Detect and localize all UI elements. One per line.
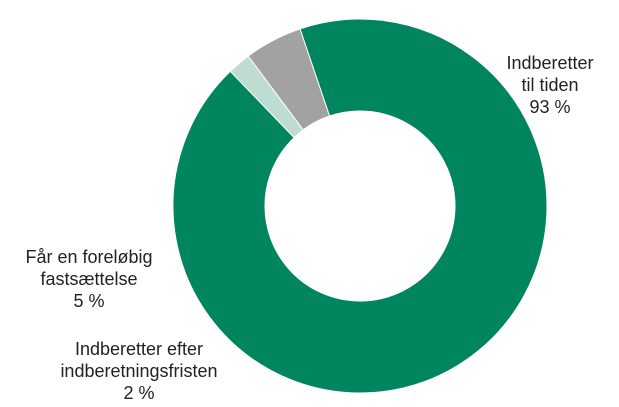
label-value: 93 % xyxy=(529,97,571,117)
slices-group xyxy=(172,18,548,394)
label-value: 2 % xyxy=(123,383,155,403)
label-line: Indberetter xyxy=(506,53,594,73)
label-line: fastsættelse xyxy=(40,269,138,289)
slice-label-preliminary-assessment: Får en foreløbig fastsættelse 5 % xyxy=(0,246,178,312)
label-line: til tiden xyxy=(521,75,579,95)
slice-label-after-deadline: Indberetter efter indberetningsfristen 2… xyxy=(34,338,244,404)
slice-preliminary-assessment xyxy=(247,28,331,131)
label-line: Får en foreløbig xyxy=(25,247,153,267)
slice-label-on-time: Indberetter til tiden 93 % xyxy=(490,52,610,118)
slice-on-time xyxy=(172,18,548,394)
label-line: Indberetter efter xyxy=(74,339,204,359)
label-value: 5 % xyxy=(73,291,105,311)
label-line: indberetningsfristen xyxy=(60,361,218,381)
